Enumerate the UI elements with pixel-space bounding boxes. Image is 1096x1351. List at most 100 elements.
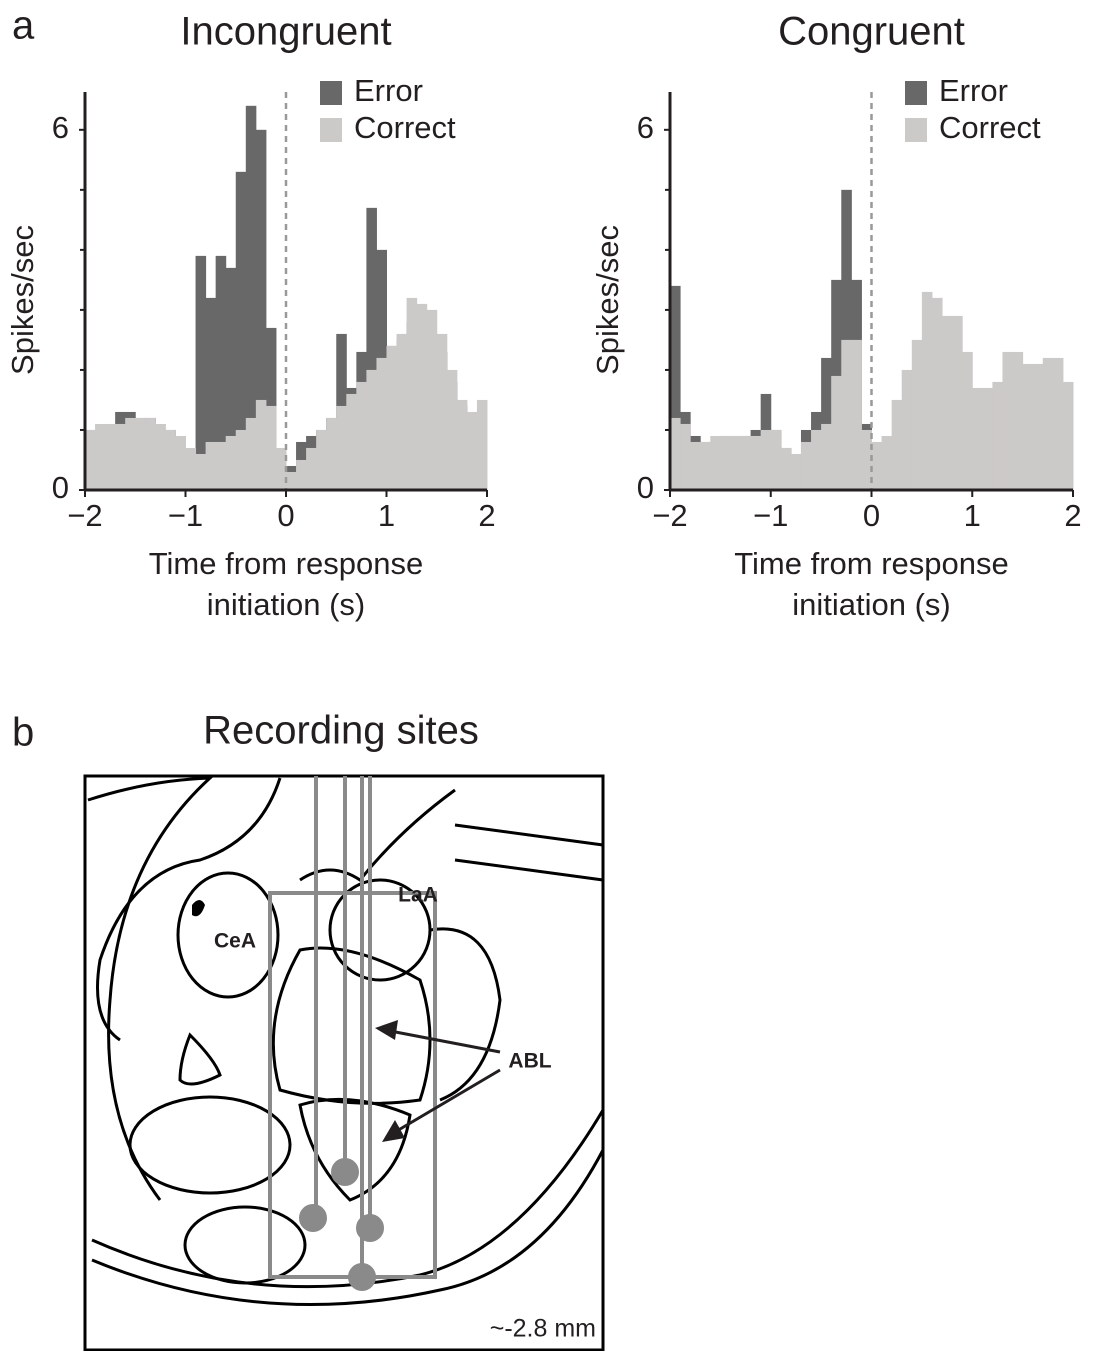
bar <box>205 297 217 490</box>
bar <box>790 453 802 490</box>
bar <box>841 339 852 490</box>
bar <box>265 405 277 490</box>
bar <box>851 339 862 490</box>
bar <box>982 387 993 490</box>
x-axis-label: Time from response <box>149 546 424 581</box>
coordinate-note: ~-2.8 mm <box>490 1315 596 1343</box>
bar <box>670 417 681 490</box>
bar <box>780 447 792 490</box>
panel-label: a <box>12 4 35 48</box>
bar <box>921 291 933 490</box>
region-label: LaA <box>398 884 438 907</box>
panel-label: b <box>12 711 34 755</box>
bar <box>750 435 762 490</box>
bar <box>155 423 166 490</box>
bar <box>972 387 983 490</box>
bar <box>841 189 852 490</box>
bar <box>255 129 267 490</box>
y-tick-label: 0 <box>637 470 654 505</box>
bar <box>235 429 247 490</box>
bar <box>376 357 387 490</box>
x-tick-label: 0 <box>863 498 880 533</box>
bar <box>215 255 227 490</box>
bar <box>760 429 772 490</box>
legend-label: Error <box>939 73 1008 108</box>
bar <box>115 423 126 490</box>
bar <box>245 417 257 490</box>
x-tick-label: −1 <box>753 498 788 533</box>
bar <box>952 315 963 490</box>
bar <box>255 399 267 490</box>
bar <box>326 417 337 490</box>
bar <box>1062 381 1074 490</box>
bar <box>306 447 317 490</box>
bar <box>740 435 752 490</box>
bar <box>1022 363 1034 490</box>
bar <box>942 315 953 490</box>
bar <box>145 417 156 490</box>
bar <box>316 429 327 490</box>
anatomy <box>83 774 605 1351</box>
diagram-title: Recording sites <box>203 709 479 753</box>
bar <box>931 297 943 490</box>
bar <box>95 423 106 490</box>
bar <box>336 405 347 490</box>
bar <box>1042 357 1054 490</box>
bar <box>245 105 257 490</box>
x-axis-label: initiation (s) <box>792 587 951 622</box>
x-tick-label: −1 <box>168 498 203 533</box>
bar <box>356 381 367 490</box>
bar <box>700 441 711 490</box>
bar <box>811 429 822 490</box>
chart-title: Congruent <box>778 10 965 54</box>
bar <box>680 423 691 490</box>
legend-label: Correct <box>354 110 456 145</box>
bar <box>165 429 176 490</box>
x-tick-label: −2 <box>652 498 687 533</box>
legend-swatch <box>320 118 342 142</box>
bar <box>476 399 488 490</box>
bar <box>1052 357 1064 490</box>
region-label: ABL <box>508 1050 551 1073</box>
bar <box>346 393 357 490</box>
bar <box>235 171 247 490</box>
bar <box>456 399 468 490</box>
y-axis-label: Spikes/sec <box>5 225 40 375</box>
bar <box>175 435 186 490</box>
legend-swatch <box>320 81 342 105</box>
x-tick-label: 2 <box>478 498 495 533</box>
bar <box>426 309 438 490</box>
bar <box>275 447 287 490</box>
bar <box>406 297 418 490</box>
bar <box>821 423 832 490</box>
bar <box>286 471 297 490</box>
bar <box>446 369 458 490</box>
bar <box>416 303 428 490</box>
bar <box>205 441 217 490</box>
bar <box>366 207 377 490</box>
x-tick-label: 0 <box>277 498 294 533</box>
bar <box>466 411 478 490</box>
bar <box>720 435 731 490</box>
bar <box>396 333 408 490</box>
x-tick-label: 1 <box>378 498 395 533</box>
legend-swatch <box>905 81 927 105</box>
bar <box>195 255 207 490</box>
bar <box>770 429 782 490</box>
bar <box>881 435 893 490</box>
bar <box>821 357 832 490</box>
bar <box>195 453 207 490</box>
chart-title: Incongruent <box>180 10 391 54</box>
bar <box>1002 351 1014 490</box>
bar <box>992 381 1003 490</box>
bar <box>296 459 307 490</box>
bar <box>225 267 237 490</box>
y-tick-label: 0 <box>52 470 69 505</box>
x-tick-label: 2 <box>1064 498 1081 533</box>
bar <box>831 375 842 490</box>
bar <box>962 351 973 490</box>
y-tick-label: 6 <box>52 110 69 145</box>
x-tick-label: 1 <box>964 498 981 533</box>
bar <box>800 441 812 490</box>
region-label: CeA <box>214 930 256 953</box>
